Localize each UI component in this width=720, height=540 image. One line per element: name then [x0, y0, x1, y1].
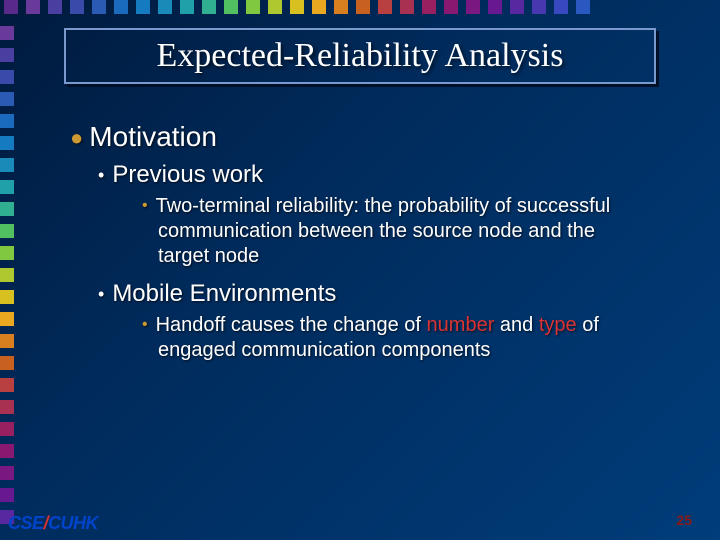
bullet-level3: • Two-terminal reliability: the probabili…: [142, 194, 670, 269]
logo-part1: CSE: [8, 513, 44, 533]
decoration-square: [0, 202, 14, 216]
decoration-square: [0, 290, 14, 304]
decoration-squares-left: [0, 18, 18, 540]
decoration-square: [0, 158, 14, 172]
decoration-square: [268, 0, 282, 14]
decoration-square: [0, 444, 14, 458]
decoration-square: [0, 466, 14, 480]
slide-content: ●Motivation • Previous work • Two-terminal…: [70, 120, 670, 373]
decoration-square: [0, 488, 14, 502]
title-container: Expected-Reliability Analysis: [64, 28, 656, 84]
decoration-square: [0, 378, 14, 392]
decoration-square: [312, 0, 326, 14]
decoration-square: [378, 0, 392, 14]
decoration-square: [0, 114, 14, 128]
decoration-square: [0, 224, 14, 238]
l1-text: Motivation: [89, 121, 217, 152]
decoration-square: [576, 0, 590, 14]
decoration-square: [0, 400, 14, 414]
decoration-square: [0, 356, 14, 370]
decoration-square: [158, 0, 172, 14]
decoration-square: [466, 0, 480, 14]
decoration-square: [0, 268, 14, 282]
decoration-square: [180, 0, 194, 14]
decoration-square: [290, 0, 304, 14]
bullet-level2: • Previous work: [98, 160, 670, 190]
bullet-level3: • Handoff causes the change of number and…: [142, 313, 670, 363]
decoration-square: [0, 312, 14, 326]
slide-title: Expected-Reliability Analysis: [157, 37, 564, 75]
highlight-text: number: [427, 314, 495, 336]
decoration-square: [356, 0, 370, 14]
decoration-square: [224, 0, 238, 14]
decoration-square: [246, 0, 260, 14]
page-number: 25: [676, 512, 692, 528]
decoration-square: [0, 422, 14, 436]
bullet-icon: •: [98, 165, 104, 185]
decoration-square: [0, 26, 14, 40]
decoration-square: [400, 0, 414, 14]
decoration-square: [136, 0, 150, 14]
decoration-square: [510, 0, 524, 14]
l2-text: Mobile Environments: [112, 280, 336, 307]
footer-logo: CSE/CUHK: [8, 513, 98, 534]
decoration-square: [0, 48, 14, 62]
l3-text: Two-terminal reliability: the probabilit…: [156, 195, 611, 267]
decoration-square: [4, 0, 18, 14]
decoration-square: [422, 0, 436, 14]
decoration-square: [26, 0, 40, 14]
decoration-square: [488, 0, 502, 14]
l3-text-part: Handoff causes the change of: [156, 314, 427, 336]
decoration-square: [0, 334, 14, 348]
l2-text: Previous work: [112, 161, 263, 188]
decoration-square: [532, 0, 546, 14]
l3-text-part: and: [494, 314, 538, 336]
bullet-icon: •: [142, 316, 148, 333]
decoration-square: [334, 0, 348, 14]
decoration-square: [444, 0, 458, 14]
decoration-square: [70, 0, 84, 14]
decoration-square: [202, 0, 216, 14]
decoration-square: [114, 0, 128, 14]
bullet-icon: •: [142, 197, 148, 214]
decoration-square: [0, 180, 14, 194]
bullet-icon: ●: [70, 125, 83, 150]
decoration-square: [92, 0, 106, 14]
highlight-text: type: [539, 314, 577, 336]
bullet-level1: ●Motivation: [70, 120, 670, 154]
decoration-square: [0, 70, 14, 84]
decoration-square: [0, 136, 14, 150]
decoration-square: [554, 0, 568, 14]
bullet-icon: •: [98, 284, 104, 304]
decoration-squares-top: [0, 0, 720, 18]
bullet-level2: • Mobile Environments: [98, 279, 670, 309]
logo-part2: CUHK: [48, 513, 98, 533]
decoration-square: [0, 92, 14, 106]
decoration-square: [48, 0, 62, 14]
decoration-square: [0, 246, 14, 260]
